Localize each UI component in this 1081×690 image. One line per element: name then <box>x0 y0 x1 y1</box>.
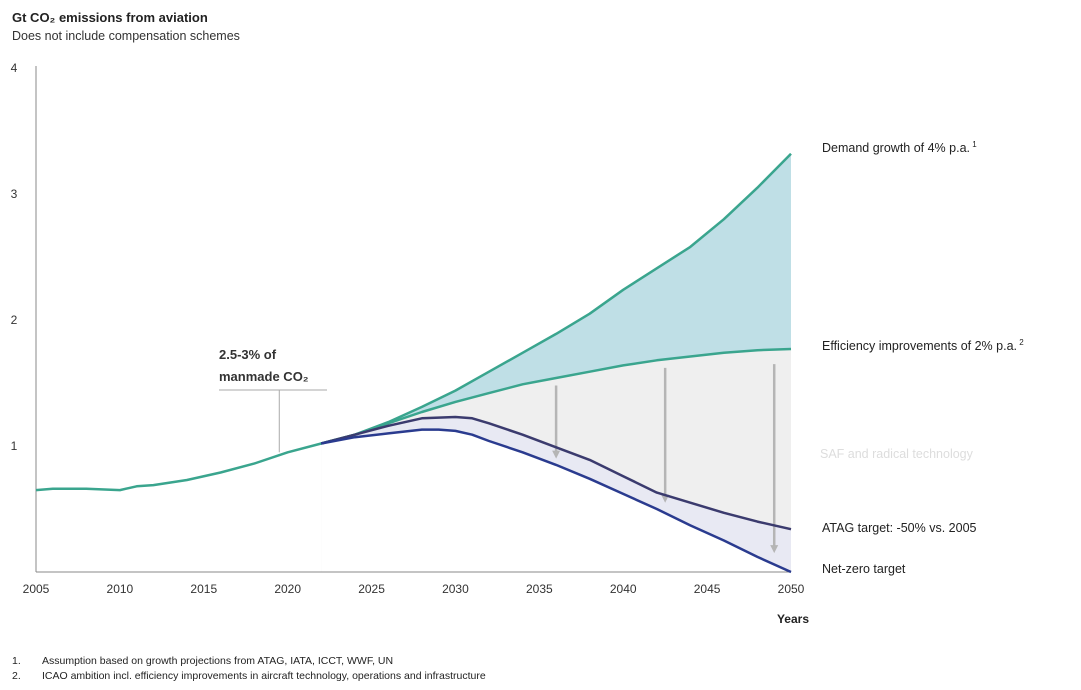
footnote-2-number: 2. <box>12 670 21 682</box>
demand-growth-area <box>321 153 791 444</box>
series-label-1-footnote-ref: 1 <box>970 140 977 149</box>
x-tick-label-2050: 2050 <box>778 582 805 596</box>
series-label-1: Demand growth of 4% p.a. 1 <box>822 140 977 155</box>
saf-area-label: SAF and radical technology <box>820 447 974 461</box>
reduction-arrowhead-1 <box>552 450 561 459</box>
y-tick-label-4: 4 <box>11 61 18 75</box>
x-tick-label-2010: 2010 <box>107 582 134 596</box>
y-tick-label-1: 1 <box>11 439 18 453</box>
x-tick-label-2005: 2005 <box>23 582 50 596</box>
series-label-2: Efficiency improvements of 2% p.a. 2 <box>822 338 1024 353</box>
footnote-2-text: ICAO ambition incl. efficiency improveme… <box>42 670 486 682</box>
x-tick-label-2020: 2020 <box>274 582 301 596</box>
series-label-3: ATAG target: -50% vs. 2005 <box>822 521 977 535</box>
x-tick-label-2035: 2035 <box>526 582 553 596</box>
annotation-line-2: manmade CO₂ <box>219 369 309 384</box>
footnote-1: 1. Assumption based on growth projection… <box>12 654 486 669</box>
x-tick-label-2015: 2015 <box>190 582 217 596</box>
below-netzero-area <box>321 429 791 572</box>
x-axis-label: Years <box>777 612 809 626</box>
netzero-target-line <box>320 428 792 574</box>
x-tick-label-2045: 2045 <box>694 582 721 596</box>
footnotes: 1. Assumption based on growth projection… <box>12 654 486 684</box>
chart-title: Gt CO₂ emissions from aviation <box>12 10 208 25</box>
emissions-chart: 1 2 3 4 2005 2010 2015 2020 2025 2030 2035 2040 2045… <box>11 61 1025 626</box>
chart-subtitle: Does not include compensation schemes <box>12 29 240 43</box>
y-tick-label-3: 3 <box>11 187 18 201</box>
x-tick-label-2030: 2030 <box>442 582 469 596</box>
annotation-line-1: 2.5-3% of <box>219 347 277 362</box>
series-label-2-footnote-ref: 2 <box>1017 338 1024 347</box>
y-tick-label-2: 2 <box>11 313 18 327</box>
x-tick-label-2025: 2025 <box>358 582 385 596</box>
footnote-2: 2. ICAO ambition incl. efficiency improv… <box>12 669 486 684</box>
x-tick-label-2040: 2040 <box>610 582 637 596</box>
reduction-arrowhead-3 <box>770 545 779 554</box>
atag-target-line <box>320 415 792 531</box>
efficiency-line <box>320 347 792 445</box>
footnote-1-text: Assumption based on growth projections f… <box>42 655 394 667</box>
footnote-1-number: 1. <box>12 655 21 667</box>
series-label-4: Net-zero target <box>822 562 906 576</box>
